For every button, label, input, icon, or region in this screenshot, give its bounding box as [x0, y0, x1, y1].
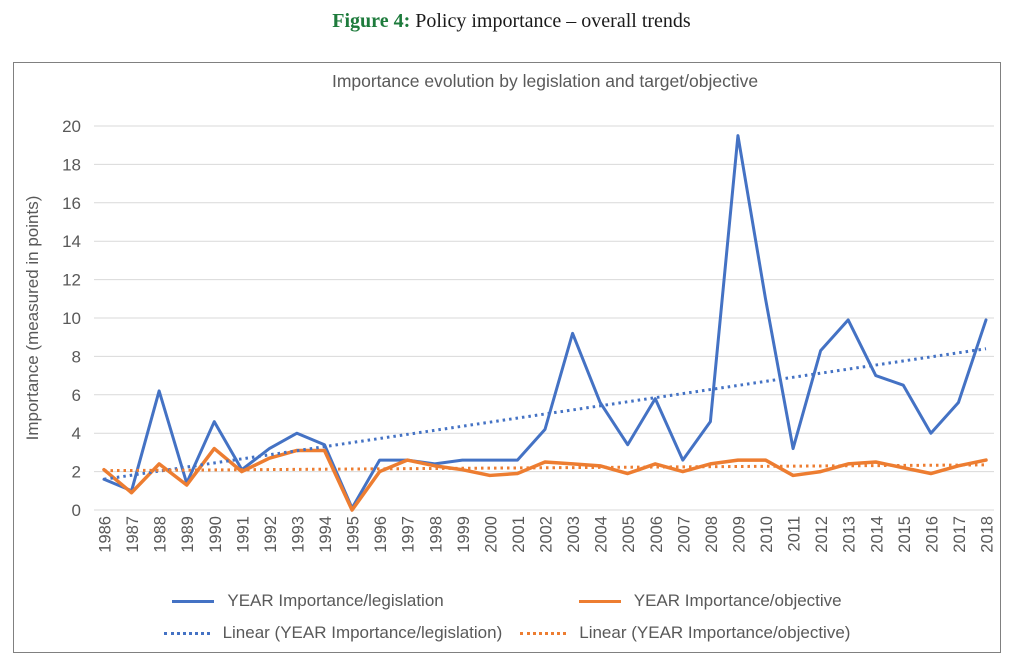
x-tick-1991: 1991 — [234, 516, 252, 553]
y-tick-2: 2 — [72, 463, 81, 482]
x-tick-2012: 2012 — [813, 516, 831, 553]
x-tick-2014: 2014 — [868, 516, 886, 553]
objective-line-swatch — [578, 599, 621, 603]
x-tick-1993: 1993 — [289, 516, 307, 553]
figure-label: Figure 4: — [332, 10, 411, 32]
legislation-line — [102, 134, 988, 510]
x-tick-2016: 2016 — [923, 516, 941, 553]
objective-trendline-swatch — [520, 631, 567, 635]
x-tick-2003: 2003 — [565, 516, 583, 553]
y-tick-14: 14 — [62, 232, 81, 251]
y-tick-6: 6 — [72, 386, 81, 405]
x-tick-2013: 2013 — [841, 516, 859, 553]
x-tick-2017: 2017 — [951, 516, 969, 553]
x-tick-2004: 2004 — [593, 516, 611, 553]
x-axis-tick-labels: 1986 1987 1988 1989 1990 1991 1992 1993 1994 1995… — [97, 516, 997, 553]
y-axis-tick-labels: 0 2 4 6 8 10 12 14 16 18 20 — [62, 117, 81, 520]
legislation-trendline-swatch — [163, 631, 210, 635]
legend-label: YEAR Importance/objective — [633, 591, 842, 610]
chart-legend: YEAR Importance/legislation YEAR Importan… — [14, 587, 1000, 651]
x-tick-2002: 2002 — [538, 516, 556, 553]
x-tick-1997: 1997 — [400, 516, 418, 553]
y-tick-12: 12 — [62, 271, 81, 290]
x-tick-2011: 2011 — [786, 516, 804, 551]
y-tick-18: 18 — [62, 155, 81, 174]
figure-caption: Figure 4: Policy importance – overall tr… — [0, 10, 1023, 33]
legend-item-linear-objective: Linear (YEAR Importance/objective) — [520, 623, 850, 643]
y-axis-title: Importance (measured in points) — [23, 196, 42, 441]
x-tick-1999: 1999 — [455, 516, 473, 553]
x-tick-1989: 1989 — [179, 516, 197, 553]
gridlines — [94, 125, 994, 511]
importance-chart: 0 2 4 6 8 10 12 14 16 18 20 1986 1987 1988 1989 1990 199… — [23, 71, 997, 553]
x-tick-2010: 2010 — [758, 516, 776, 553]
x-tick-1994: 1994 — [317, 516, 335, 553]
legend-row-1: YEAR Importance/legislation YEAR Importan… — [14, 587, 1000, 615]
x-tick-1996: 1996 — [372, 516, 390, 553]
legend-item-legislation: YEAR Importance/legislation — [172, 591, 444, 611]
chart-frame: 0 2 4 6 8 10 12 14 16 18 20 1986 1987 1988 1989 1990 199… — [13, 62, 1001, 653]
figure-title: Policy importance – overall trends — [410, 10, 691, 32]
chart-title: Importance evolution by legislation and … — [332, 71, 758, 91]
legend-label: YEAR Importance/legislation — [227, 591, 444, 610]
x-tick-1988: 1988 — [152, 516, 170, 553]
x-tick-2005: 2005 — [620, 516, 638, 553]
legislation-line-swatch — [172, 599, 215, 603]
x-tick-2000: 2000 — [482, 516, 500, 553]
legend-label: Linear (YEAR Importance/objective) — [579, 623, 851, 642]
x-tick-2015: 2015 — [896, 516, 914, 553]
x-tick-1990: 1990 — [207, 516, 225, 553]
y-tick-0: 0 — [72, 501, 81, 520]
x-tick-1998: 1998 — [427, 516, 445, 553]
x-tick-1992: 1992 — [262, 516, 280, 553]
legend-label: Linear (YEAR Importance/legislation) — [222, 623, 503, 642]
y-tick-16: 16 — [62, 194, 81, 213]
objective-trendline — [103, 463, 987, 473]
x-tick-1995: 1995 — [345, 516, 363, 553]
legislation-trendline — [103, 347, 987, 481]
x-tick-2006: 2006 — [648, 516, 666, 553]
x-tick-2001: 2001 — [510, 516, 528, 553]
legend-item-linear-legislation: Linear (YEAR Importance/legislation) — [163, 623, 503, 643]
legend-item-objective: YEAR Importance/objective — [578, 591, 842, 611]
y-tick-8: 8 — [72, 347, 81, 366]
y-tick-4: 4 — [72, 424, 81, 443]
y-tick-10: 10 — [62, 309, 81, 328]
x-tick-2009: 2009 — [730, 516, 748, 553]
x-tick-2007: 2007 — [675, 516, 693, 553]
legend-row-2: Linear (YEAR Importance/legislation) Line… — [14, 619, 1000, 647]
x-tick-1986: 1986 — [97, 516, 115, 553]
x-tick-2018: 2018 — [979, 516, 997, 553]
x-tick-2008: 2008 — [703, 516, 721, 553]
x-tick-1987: 1987 — [124, 516, 142, 553]
y-tick-20: 20 — [62, 117, 81, 136]
